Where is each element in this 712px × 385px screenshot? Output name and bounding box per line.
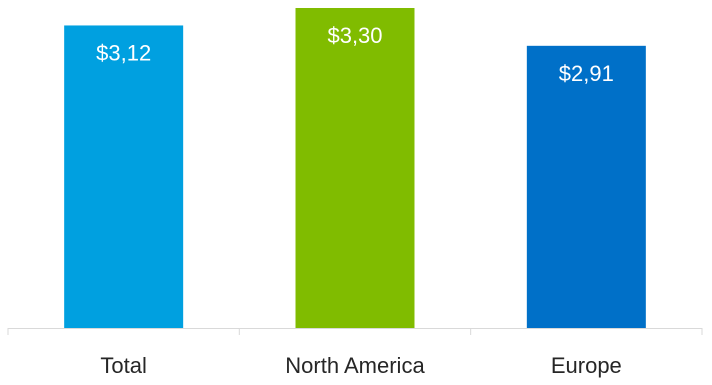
data-label: $2,91 xyxy=(559,61,614,86)
data-label: $3,30 xyxy=(327,23,382,48)
labels-layer: $3,12 Total $3,30 North America $2,91 Europe xyxy=(96,23,622,378)
bar-europe xyxy=(526,45,646,329)
category-label: North America xyxy=(285,353,425,378)
bar-north-america xyxy=(295,8,415,328)
category-label: Europe xyxy=(551,353,622,378)
category-label: Total xyxy=(100,353,146,378)
bar-total xyxy=(64,25,184,328)
bars-layer xyxy=(64,8,646,329)
data-label: $3,12 xyxy=(96,40,151,65)
x-axis xyxy=(7,328,703,335)
